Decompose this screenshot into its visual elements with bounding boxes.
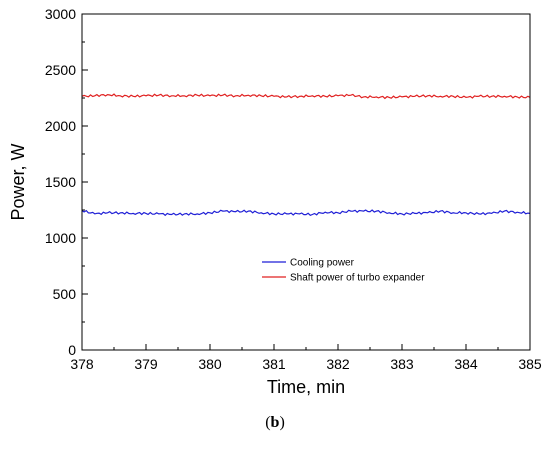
legend: Cooling power Shaft power of turbo expan… (262, 258, 425, 284)
y-axis-title: Power, W (8, 143, 28, 220)
x-tick-label: 383 (390, 356, 414, 372)
plot-frame (81, 13, 531, 351)
ticks-layer: 378 379 380 381 382 383 384 385 0 500 1000 1500 2000… (45, 6, 542, 372)
x-tick-label: 382 (326, 356, 350, 372)
x-tick-label: 380 (198, 356, 222, 372)
caption-open-paren: ( (265, 414, 271, 431)
legend-label-cooling-power: Cooling power (290, 258, 355, 269)
x-axis-title: Time, min (267, 377, 345, 397)
x-tick-label: 379 (134, 356, 158, 372)
y-tick-label: 1500 (45, 174, 76, 190)
series-line-cooling-power (81, 209, 531, 217)
caption-letter: b (270, 414, 280, 431)
series-line-shaft-power (81, 93, 531, 100)
series-layer (81, 93, 531, 217)
caption-close-paren: ) (279, 414, 285, 431)
x-tick-label: 384 (454, 356, 478, 372)
y-tick-label: 2500 (45, 62, 76, 78)
figure-caption: (b) (0, 414, 550, 432)
x-tick-label: 381 (262, 356, 286, 372)
chart: 378 379 380 381 382 383 384 385 0 500 1000 1500 2000… (8, 6, 542, 397)
legend-label-shaft-power: Shaft power of turbo expander (290, 273, 425, 284)
x-tick-label: 378 (70, 356, 94, 372)
y-tick-label: 1000 (45, 230, 76, 246)
y-tick-label: 3000 (45, 6, 76, 22)
y-tick-label: 500 (53, 286, 77, 302)
x-tick-label: 385 (518, 356, 542, 372)
y-tick-label: 0 (68, 342, 76, 358)
y-tick-label: 2000 (45, 118, 76, 134)
